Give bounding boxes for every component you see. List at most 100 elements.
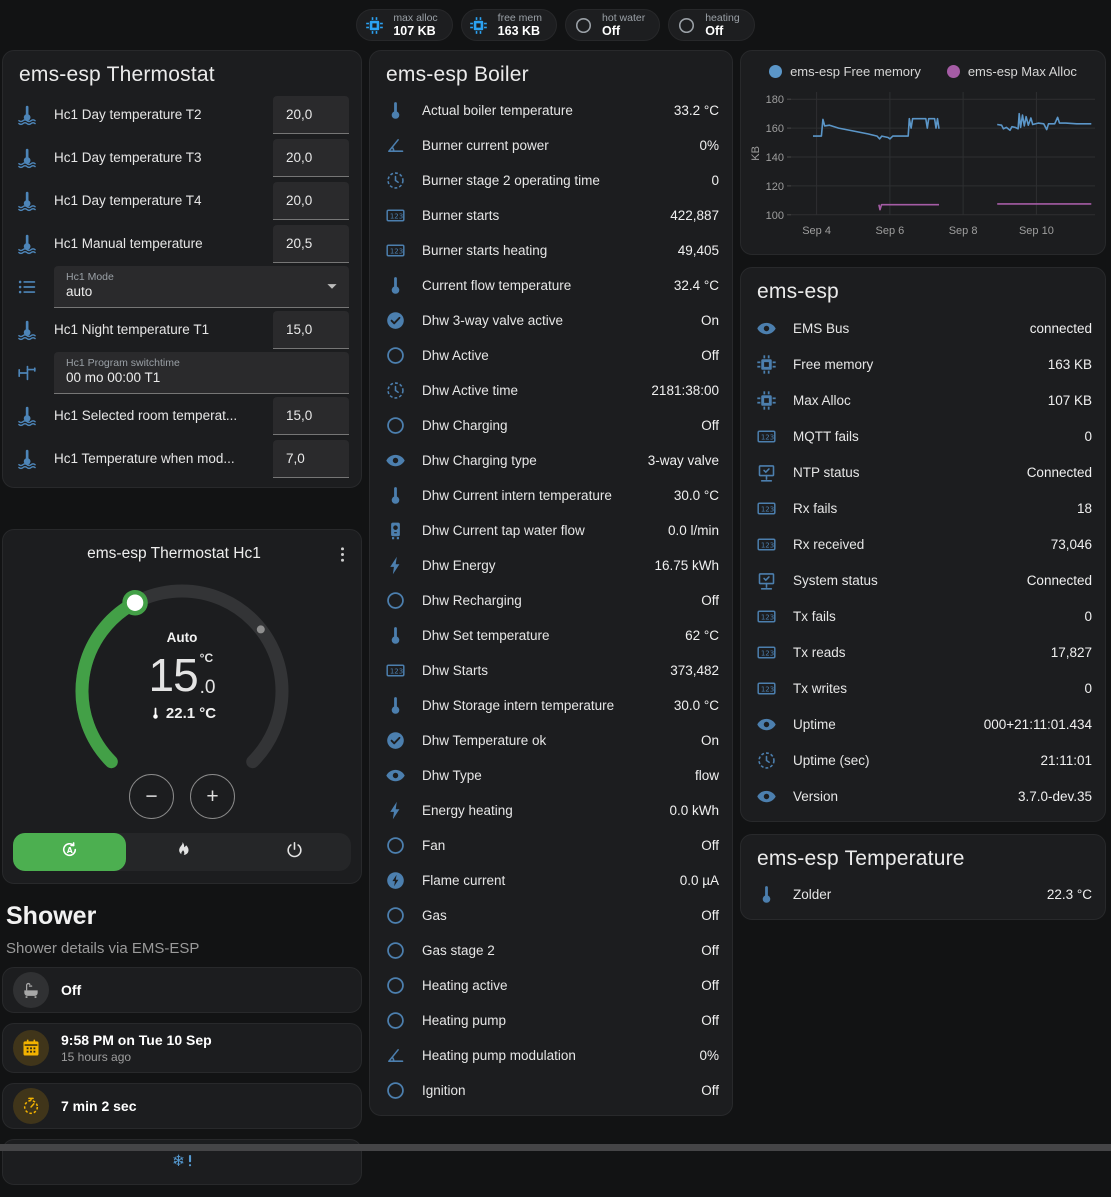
circle-icon <box>674 13 698 37</box>
entity-row-dhw-3-way-valve-active[interactable]: Dhw 3-way valve active On <box>370 303 732 338</box>
circle-icon <box>571 13 595 37</box>
circle-icon <box>383 344 407 368</box>
entity-row-flame-current[interactable]: Flame current 0.0 µA <box>370 863 732 898</box>
select-label: Hc1 Mode <box>66 271 114 284</box>
dial-handle[interactable] <box>122 589 148 616</box>
hvac-mode-power-button[interactable] <box>238 833 351 871</box>
entity-row-gas[interactable]: Gas Off <box>370 898 732 933</box>
thermostat-dial-card: ems-esp Thermostat Hc1 Auto 15 °C <box>2 529 362 884</box>
counter-icon: 123 <box>754 676 778 700</box>
shower-tile-9-58-pm-on-tue-10-sep[interactable]: 9:58 PM on Tue 10 Sep 15 hours ago <box>2 1023 362 1073</box>
timer-icon <box>13 1088 49 1124</box>
number-input-hc1-selected-room-temperat[interactable]: 15,0 <box>273 396 349 435</box>
entity-row-burner-current-power[interactable]: Burner current power 0% <box>370 128 732 163</box>
entity-value: 62 °C <box>685 628 719 643</box>
card-title: ems-esp Temperature <box>757 847 965 870</box>
temp-increase-button[interactable]: + <box>190 774 235 819</box>
entity-row-dhw-storage-intern-temperature[interactable]: Dhw Storage intern temperature 30.0 °C <box>370 688 732 723</box>
entity-value: Off <box>701 418 719 433</box>
entity-row-system-status[interactable]: System status Connected <box>741 562 1105 598</box>
entity-row-heating-pump-modulation[interactable]: Heating pump modulation 0% <box>370 1038 732 1073</box>
thermometer-waves-icon <box>15 146 39 170</box>
temp-decrease-button[interactable]: − <box>129 774 174 819</box>
entity-row-zolder[interactable]: Zolder 22.3 °C <box>741 877 1105 912</box>
number-input-hc1-temperature-when-mod[interactable]: 7,0 <box>273 439 349 478</box>
entity-row-dhw-current-tap-water-flow[interactable]: Dhw Current tap water flow 0.0 l/min <box>370 513 732 548</box>
tile-texts: Off <box>61 982 81 999</box>
number-input-hc1-day-temperature-t2[interactable]: 20,0 <box>273 95 349 134</box>
entity-row-tx-writes[interactable]: 123 Tx writes 0 <box>741 670 1105 706</box>
entity-row-actual-boiler-temperature[interactable]: Actual boiler temperature 33.2 °C <box>370 93 732 128</box>
badge-value: 107 KB <box>393 23 436 38</box>
entity-label: Hc1 Temperature when mod... <box>54 451 235 466</box>
badge-heating[interactable]: heating Off <box>668 9 755 41</box>
entity-row-burner-starts-heating[interactable]: 123 Burner starts heating 49,405 <box>370 233 732 268</box>
number-input-hc1-night-temperature-t1[interactable]: 15,0 <box>273 310 349 349</box>
shower-tile-7-min-2-sec[interactable]: 7 min 2 sec <box>2 1083 362 1129</box>
badge-free-mem[interactable]: free mem 163 KB <box>460 9 558 41</box>
entity-row-max-alloc[interactable]: Max Alloc 107 KB <box>741 382 1105 418</box>
number-input-hc1-manual-temperature[interactable]: 20,5 <box>273 224 349 263</box>
entity-label: Hc1 Selected room temperat... <box>54 408 238 423</box>
thermometer-waves-icon <box>15 189 39 213</box>
dial-target-dec: .0 <box>199 677 216 698</box>
entity-row-ems-bus[interactable]: EMS Bus connected <box>741 310 1105 346</box>
badge-max-alloc[interactable]: max alloc 107 KB <box>356 9 453 41</box>
thermometer-icon <box>383 624 407 648</box>
entity-row-energy-heating[interactable]: Energy heating 0.0 kWh <box>370 793 732 828</box>
entity-row-current-flow-temperature[interactable]: Current flow temperature 32.4 °C <box>370 268 732 303</box>
chip-icon <box>754 388 778 412</box>
entity-row-dhw-current-intern-temperature[interactable]: Dhw Current intern temperature 30.0 °C <box>370 478 732 513</box>
text-input-hc1-program-switchtime[interactable]: Hc1 Program switchtime 00 mo 00:00 T1 <box>54 351 349 394</box>
entity-row-dhw-starts[interactable]: 123 Dhw Starts 373,482 <box>370 653 732 688</box>
entity-row-version[interactable]: Version 3.7.0-dev.35 <box>741 778 1105 814</box>
entity-row-tx-fails[interactable]: 123 Tx fails 0 <box>741 598 1105 634</box>
dial-target-unit: °C <box>199 651 214 665</box>
entity-row-burner-stage-2-operating-time[interactable]: Burner stage 2 operating time 0 <box>370 163 732 198</box>
shower-tile-off[interactable]: Off <box>2 967 362 1013</box>
entity-label: Rx received <box>793 536 865 552</box>
tile-texts: 7 min 2 sec <box>61 1098 137 1115</box>
thermostat-entities-card: ems-esp Thermostat Hc1 Day temperature T… <box>2 50 362 488</box>
entity-row-uptime-sec[interactable]: Uptime (sec) 21:11:01 <box>741 742 1105 778</box>
entity-row-dhw-active[interactable]: Dhw Active Off <box>370 338 732 373</box>
entity-row-dhw-set-temperature[interactable]: Dhw Set temperature 62 °C <box>370 618 732 653</box>
entity-row-mqtt-fails[interactable]: 123 MQTT fails 0 <box>741 418 1105 454</box>
entity-row-tx-reads[interactable]: 123 Tx reads 17,827 <box>741 634 1105 670</box>
entity-row-uptime[interactable]: Uptime 000+21:11:01.434 <box>741 706 1105 742</box>
counter-icon: 123 <box>754 604 778 628</box>
hvac-mode-fire-button[interactable] <box>126 833 239 871</box>
temperature-rows: Zolder 22.3 °C <box>741 877 1105 919</box>
entity-label: Burner starts <box>422 208 500 223</box>
horizontal-scrollbar[interactable] <box>0 1144 1111 1151</box>
dial-current-temp-dot <box>256 625 265 634</box>
entity-row-dhw-active-time[interactable]: Dhw Active time 2181:38:00 <box>370 373 732 408</box>
entity-row-ignition[interactable]: Ignition Off <box>370 1073 732 1108</box>
entity-row-fan[interactable]: Fan Off <box>370 828 732 863</box>
entity-row-burner-starts[interactable]: 123 Burner starts 422,887 <box>370 198 732 233</box>
select-hc1-mode[interactable]: Hc1 Mode auto <box>54 265 349 308</box>
entity-row-ntp-status[interactable]: NTP status Connected <box>741 454 1105 490</box>
entity-row-rx-received[interactable]: 123 Rx received 73,046 <box>741 526 1105 562</box>
boiler-rows: Actual boiler temperature 33.2 °C Burner… <box>370 93 732 1115</box>
entity-row-rx-fails[interactable]: 123 Rx fails 18 <box>741 490 1105 526</box>
entity-row-dhw-charging-type[interactable]: Dhw Charging type 3-way valve <box>370 443 732 478</box>
kebab-menu-icon[interactable] <box>329 541 355 567</box>
entity-row-dhw-energy[interactable]: Dhw Energy 16.75 kWh <box>370 548 732 583</box>
badge-hot-water[interactable]: hot water Off <box>565 9 661 41</box>
entity-row-free-memory[interactable]: Free memory 163 KB <box>741 346 1105 382</box>
hvac-mode-auto-button[interactable]: A <box>13 833 126 871</box>
entity-value: 73,046 <box>1050 536 1092 552</box>
number-input-hc1-day-temperature-t3[interactable]: 20,0 <box>273 138 349 177</box>
entity-row-hc1-day-temperature-t4: Hc1 Day temperature T4 20,0 <box>3 179 361 222</box>
entity-row-heating-pump[interactable]: Heating pump Off <box>370 1003 732 1038</box>
entity-row-dhw-charging[interactable]: Dhw Charging Off <box>370 408 732 443</box>
number-input-hc1-day-temperature-t4[interactable]: 20,0 <box>273 181 349 220</box>
entity-row-dhw-recharging[interactable]: Dhw Recharging Off <box>370 583 732 618</box>
svg-text:Sep 10: Sep 10 <box>1019 225 1054 237</box>
entity-row-heating-active[interactable]: Heating active Off <box>370 968 732 1003</box>
entity-row-dhw-temperature-ok[interactable]: Dhw Temperature ok On <box>370 723 732 758</box>
entity-label: Dhw Storage intern temperature <box>422 698 615 713</box>
entity-row-dhw-type[interactable]: Dhw Type flow <box>370 758 732 793</box>
entity-row-gas-stage-2[interactable]: Gas stage 2 Off <box>370 933 732 968</box>
